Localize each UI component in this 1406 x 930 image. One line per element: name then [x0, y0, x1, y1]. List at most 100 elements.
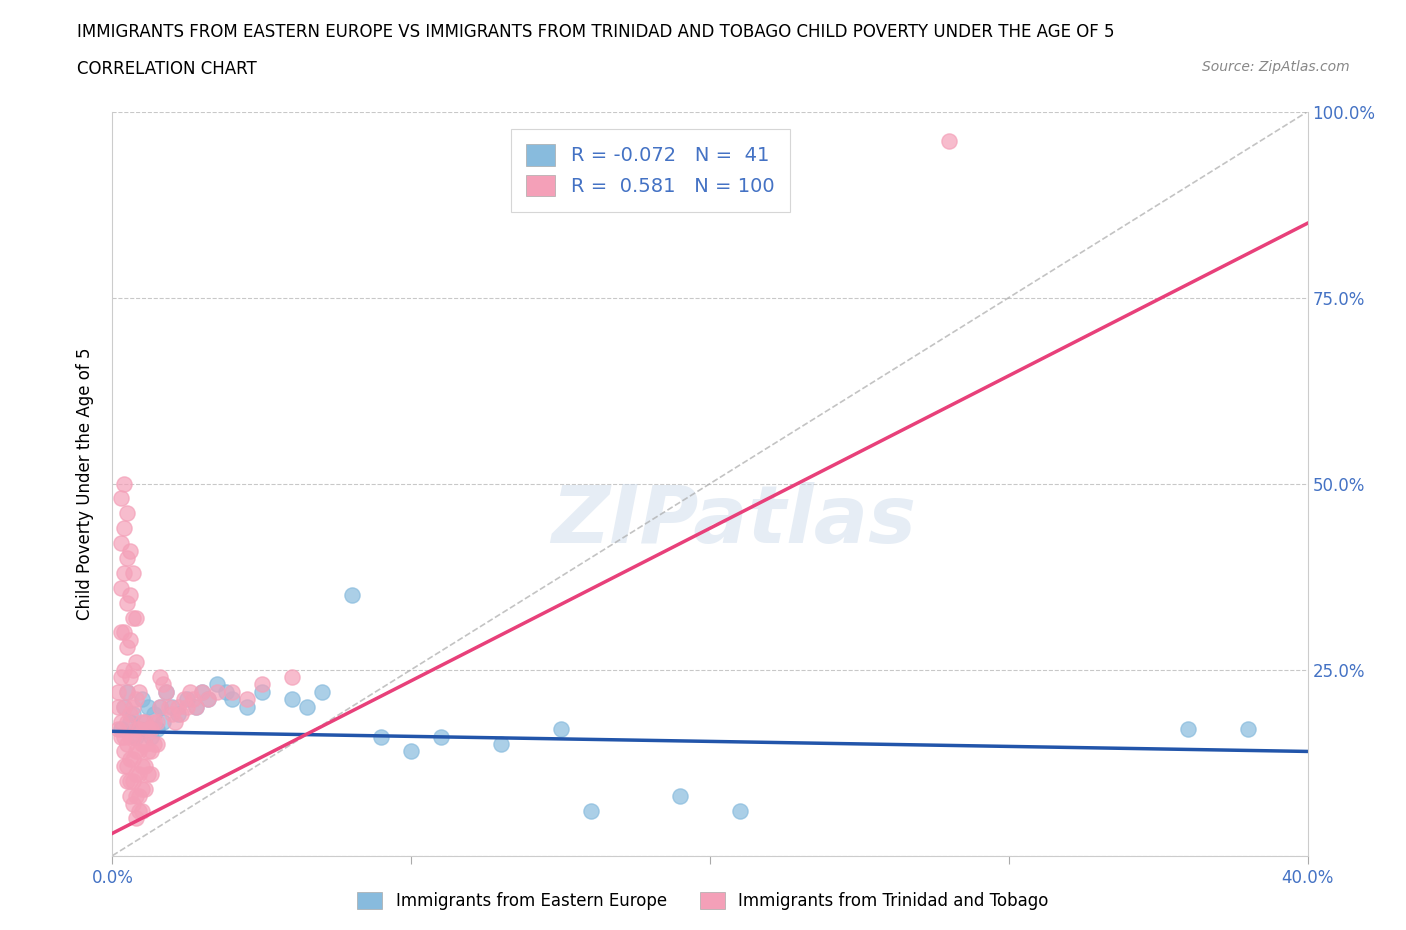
Point	[250, 677, 273, 692]
Point	[117, 551, 139, 565]
Point	[120, 714, 142, 729]
Point	[149, 699, 172, 714]
Point	[281, 670, 304, 684]
Point	[117, 506, 139, 521]
Point	[122, 751, 145, 766]
Point	[125, 744, 148, 759]
Point	[128, 722, 150, 737]
Point	[117, 640, 139, 655]
Point	[107, 699, 129, 714]
Point	[114, 699, 135, 714]
Point	[550, 722, 572, 737]
Point	[155, 684, 177, 699]
Point	[114, 729, 135, 744]
Point	[134, 759, 156, 774]
Point	[1237, 722, 1260, 737]
Point	[401, 744, 423, 759]
Point	[186, 699, 208, 714]
Point	[125, 729, 148, 744]
Point	[197, 692, 219, 707]
Point	[110, 729, 132, 744]
Point	[110, 625, 132, 640]
Point	[128, 789, 150, 804]
Point	[221, 684, 243, 699]
Y-axis label: Child Poverty Under the Age of 5: Child Poverty Under the Age of 5	[76, 347, 94, 620]
Point	[162, 699, 183, 714]
Point	[167, 699, 190, 714]
Point	[110, 580, 132, 595]
Point	[579, 804, 602, 818]
Point	[181, 692, 204, 707]
Point	[125, 610, 148, 625]
Text: IMMIGRANTS FROM EASTERN EUROPE VS IMMIGRANTS FROM TRINIDAD AND TOBAGO CHILD POVE: IMMIGRANTS FROM EASTERN EUROPE VS IMMIGR…	[77, 23, 1115, 41]
Point	[157, 699, 180, 714]
Point	[167, 707, 190, 722]
Point	[155, 684, 177, 699]
Point	[146, 714, 169, 729]
Point	[120, 670, 142, 684]
Point	[122, 729, 145, 744]
Point	[221, 692, 243, 707]
Point	[120, 707, 142, 722]
Point	[107, 684, 129, 699]
Point	[117, 774, 139, 789]
Point	[205, 677, 228, 692]
Text: ZIPatlas: ZIPatlas	[551, 482, 917, 560]
Point	[131, 804, 153, 818]
Text: CORRELATION CHART: CORRELATION CHART	[77, 60, 257, 78]
Point	[122, 662, 145, 677]
Point	[205, 684, 228, 699]
Point	[125, 811, 148, 826]
Point	[110, 670, 132, 684]
Point	[370, 729, 392, 744]
Point	[138, 722, 160, 737]
Point	[125, 692, 148, 707]
Point	[125, 655, 148, 670]
Point	[110, 491, 132, 506]
Point	[340, 588, 363, 603]
Point	[149, 699, 172, 714]
Point	[131, 781, 153, 796]
Point	[110, 722, 132, 737]
Point	[122, 699, 145, 714]
Point	[134, 714, 156, 729]
Point	[236, 699, 259, 714]
Point	[186, 699, 208, 714]
Point	[176, 692, 198, 707]
Point	[134, 714, 156, 729]
Point	[489, 737, 512, 751]
Point	[131, 714, 153, 729]
Point	[122, 707, 145, 722]
Point	[143, 714, 166, 729]
Point	[122, 796, 145, 811]
Point	[114, 625, 135, 640]
Point	[117, 595, 139, 610]
Point	[138, 744, 160, 759]
Point	[120, 632, 142, 647]
Point	[141, 722, 163, 737]
Point	[215, 684, 238, 699]
Point	[122, 565, 145, 580]
Point	[141, 766, 163, 781]
Point	[114, 521, 135, 536]
Point	[114, 476, 135, 491]
Point	[143, 707, 166, 722]
Point	[728, 804, 751, 818]
Point	[143, 737, 166, 751]
Point	[197, 692, 219, 707]
Text: Source: ZipAtlas.com: Source: ZipAtlas.com	[1202, 60, 1350, 74]
Point	[114, 565, 135, 580]
Point	[128, 684, 150, 699]
Point	[117, 714, 139, 729]
Point	[120, 751, 142, 766]
Point	[176, 699, 198, 714]
Point	[120, 543, 142, 558]
Point	[138, 766, 160, 781]
Point	[281, 692, 304, 707]
Point	[938, 134, 960, 149]
Point	[131, 759, 153, 774]
Point	[1177, 722, 1199, 737]
Point	[128, 804, 150, 818]
Point	[149, 670, 172, 684]
Legend: Immigrants from Eastern Europe, Immigrants from Trinidad and Tobago: Immigrants from Eastern Europe, Immigran…	[350, 885, 1056, 917]
